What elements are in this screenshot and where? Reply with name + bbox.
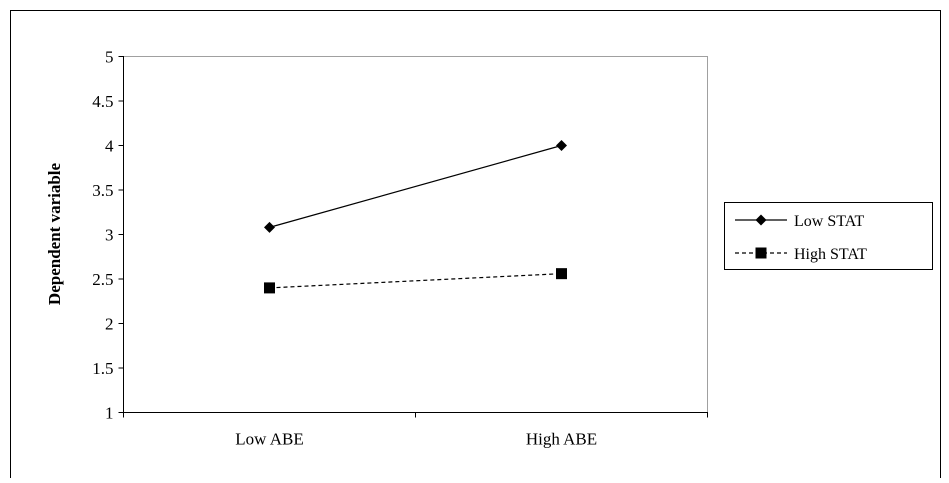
- data-point: [264, 221, 275, 233]
- data-point: [264, 282, 275, 294]
- y-tick-label: 2: [105, 315, 114, 334]
- data-point: [556, 140, 567, 151]
- legend: Low STAT High STAT: [724, 202, 933, 270]
- x-axis-ticks: Low ABE High ABE: [123, 412, 708, 449]
- legend-marker: [755, 214, 767, 226]
- y-tick-label: 3.5: [92, 181, 113, 200]
- x-tick-label: Low ABE: [235, 430, 303, 449]
- series-layer: [264, 140, 567, 294]
- y-axis-title: Dependent variable: [45, 162, 64, 305]
- y-tick-label: 3: [105, 226, 114, 245]
- y-tick-label: 2.5: [92, 270, 113, 289]
- y-tick-label: 1: [105, 404, 114, 423]
- y-tick-label: 4.5: [92, 92, 113, 111]
- y-tick-label: 5: [105, 48, 114, 67]
- series-low-stat: [264, 140, 567, 233]
- data-point: [556, 268, 567, 280]
- legend-label: High STAT: [794, 246, 867, 263]
- y-tick-label: 1.5: [92, 359, 113, 378]
- series-line: [269, 144, 562, 228]
- y-axis-ticks: 1 1.5 2 2.5 3 3.5 4 4.5 5: [92, 48, 124, 423]
- legend-label: Low STAT: [794, 213, 865, 230]
- legend-marker: [755, 247, 767, 259]
- series-high-stat: [264, 268, 567, 294]
- plot-area: [123, 56, 708, 413]
- x-tick-label: High ABE: [526, 430, 597, 449]
- y-tick-label: 4: [105, 137, 114, 156]
